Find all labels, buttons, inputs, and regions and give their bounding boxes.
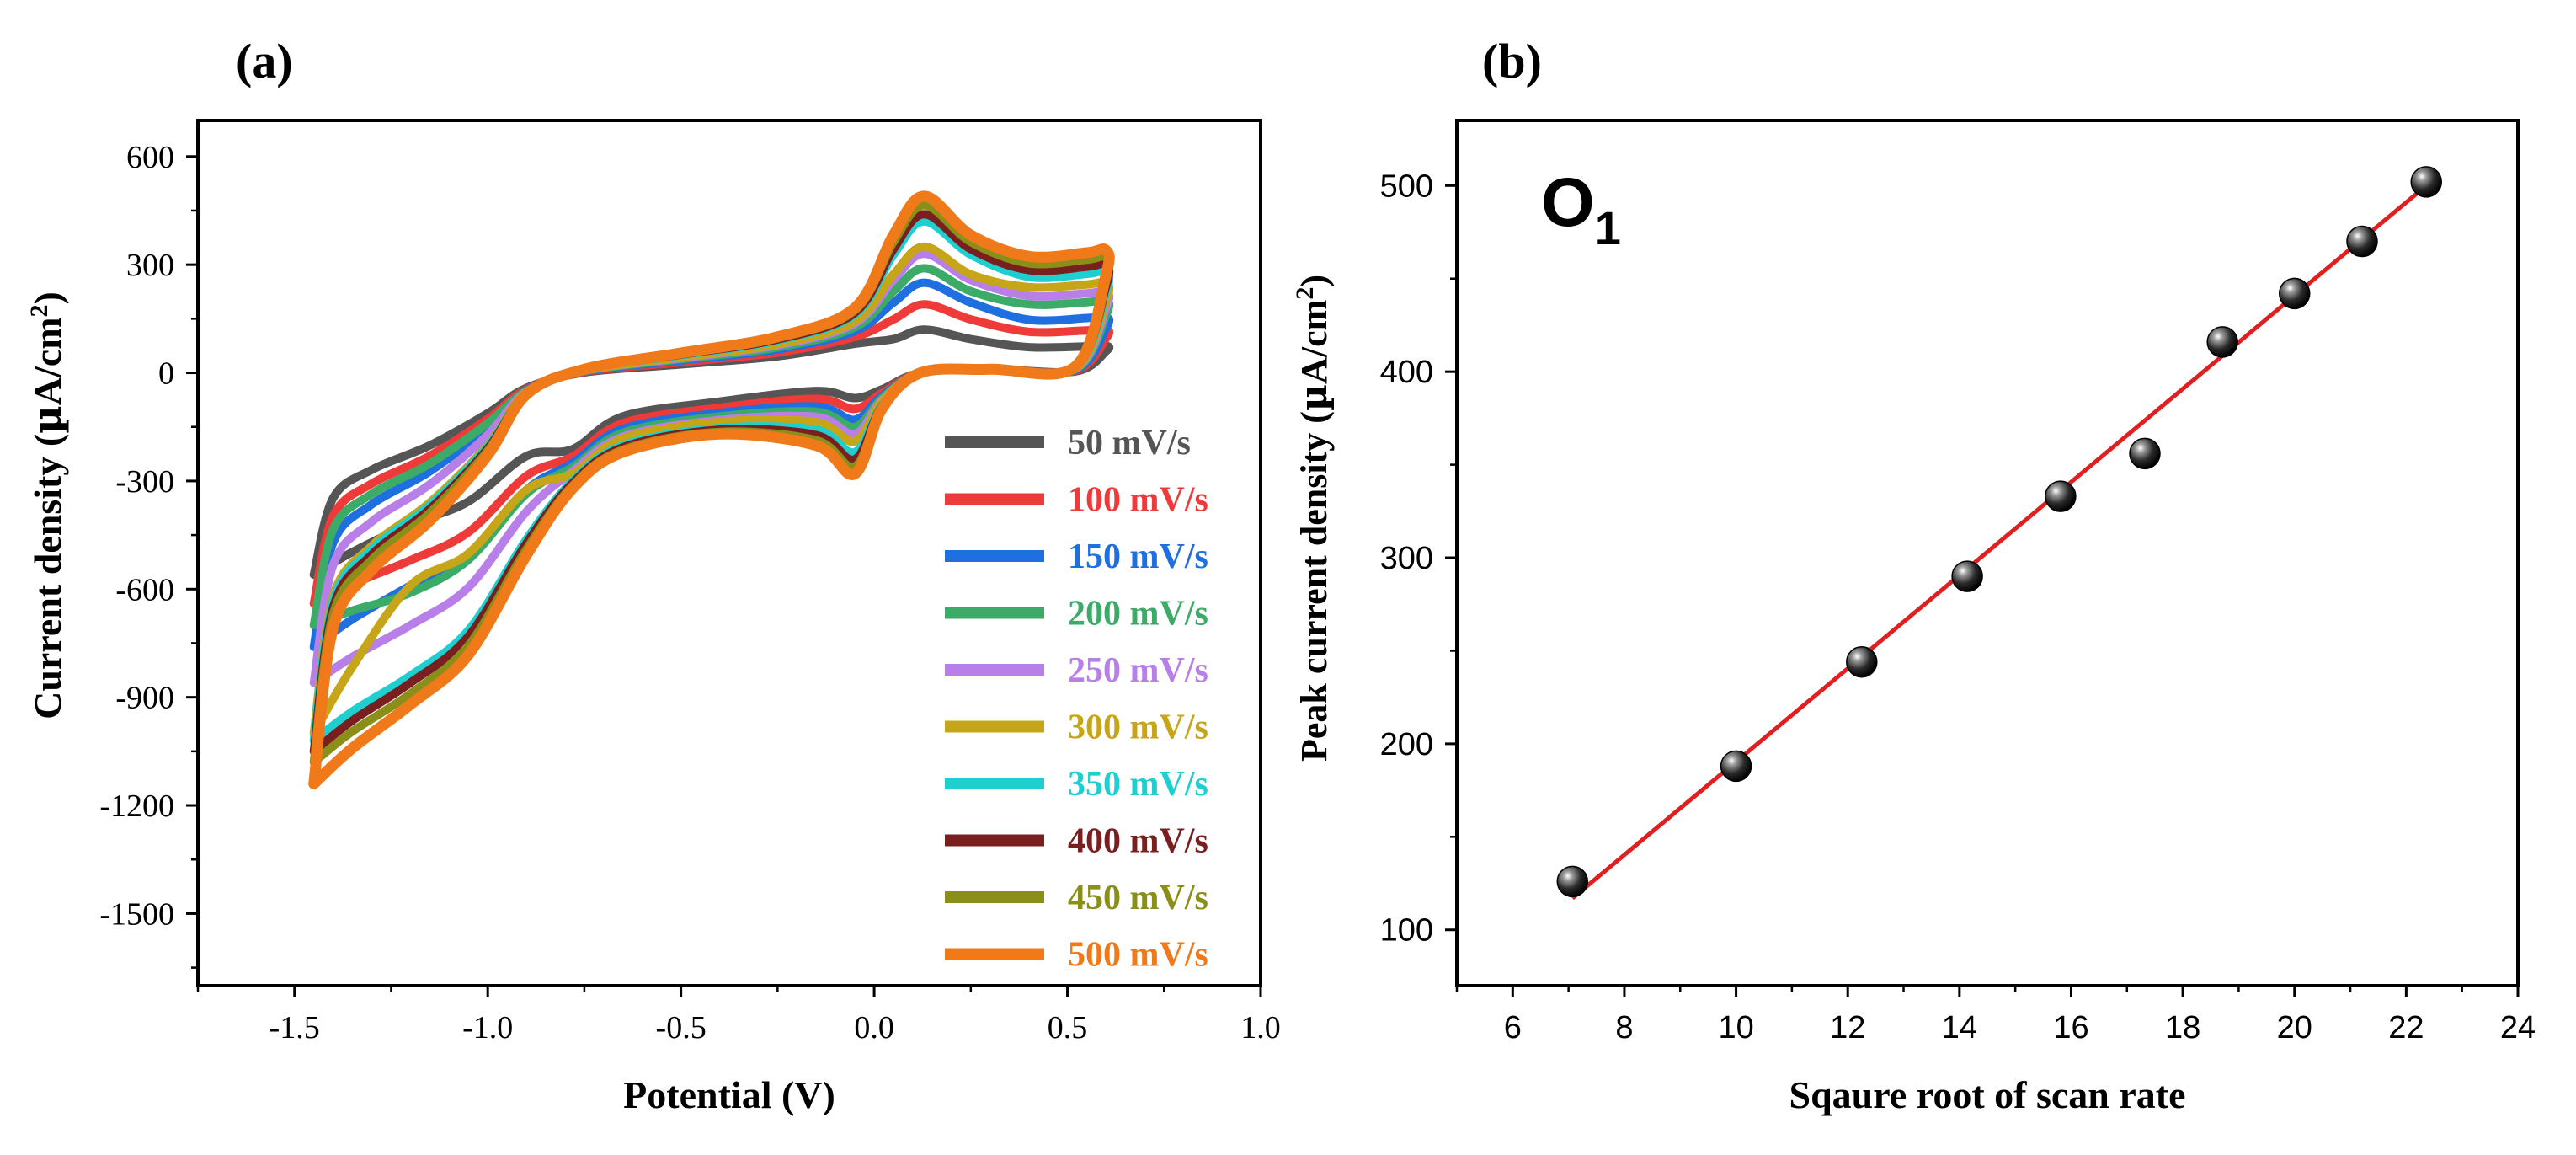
x-tick-label-b: 12 [1830,1010,1865,1045]
cv-curve-500-mV-s [308,190,1115,789]
x-tick-label-b: 22 [2388,1010,2424,1045]
annotation-o1: O1 [1541,164,1621,254]
y-tick-label-b: 400 [1380,355,1433,390]
data-point [2346,225,2378,258]
x-tick-label-b: 20 [2277,1010,2312,1045]
y-tick-label-b: 200 [1380,727,1433,762]
x-tick-label-b: 8 [1615,1010,1633,1045]
x-ticks-a: -1.5 -1.0 -0.5 0.0 0.5 1.0 [196,986,1281,1045]
x-tick-label-b: 14 [1942,1010,1977,1045]
x-tick-label-a: -1.0 [462,1010,513,1045]
x-tick-label-a: -1.5 [269,1010,320,1045]
legend-label: 350 mV/s [1068,765,1208,804]
y-tick-label-a: -300 [115,464,174,500]
data-points [1556,166,2442,898]
y-ticks-b: 100 200 300 400 500 [1380,168,1457,949]
data-point [2410,166,2442,198]
y-tick-label-a: 0 [158,356,174,392]
y-axis-label-b: Peak current density (µA/cm2) [1291,275,1336,762]
panel-a-chart: -1.5 -1.0 -0.5 0.0 0.5 1.0 600 300 0 -300 -600 -90… [24,119,1281,1116]
plot-frame-b [1455,119,2520,987]
y-tick-label-b: 100 [1380,913,1433,949]
x-tick-label-b: 6 [1504,1010,1522,1045]
data-point [1846,645,1878,678]
y-tick-label-a: -1200 [99,789,174,824]
panel-a-label: (a) [236,34,293,88]
data-point [1556,865,1589,898]
x-axis-label-a: Potential (V) [623,1073,835,1116]
data-point [1951,560,1983,592]
y-tick-label-b: 300 [1380,541,1433,576]
y-tick-label-a: -1500 [99,896,174,932]
legend: 50 mV/s 100 mV/s 150 mV/s 200 mV/s 250 mV/s 3… [945,424,1208,975]
x-tick-label-a: 0.0 [854,1010,894,1045]
y-tick-label-a: 600 [126,140,174,175]
legend-label: 200 mV/s [1068,595,1208,634]
data-point [2278,277,2311,310]
y-axis-label-a: Current density (µA/cm2) [24,291,70,719]
x-ticks-b: 6 8 10 12 14 16 18 20 22 24 [1455,986,2536,1045]
x-tick-label-b: 18 [2165,1010,2200,1045]
panel-b-chart: 6 8 10 12 14 16 18 20 22 24 100 200 300 400 500 O1 Sq… [1291,119,2536,1116]
x-axis-label-b: Sqaure root of scan rate [1789,1073,2185,1116]
x-tick-label-a: -0.5 [656,1010,707,1045]
x-tick-label-a: 0.5 [1048,1010,1088,1045]
cv-curves [308,190,1115,789]
legend-label: 250 mV/s [1068,651,1208,690]
x-tick-label-a: 1.0 [1240,1010,1281,1045]
legend-label: 300 mV/s [1068,709,1208,747]
legend-label: 450 mV/s [1068,879,1208,917]
legend-label: 50 mV/s [1068,424,1191,463]
legend-label: 500 mV/s [1068,936,1208,975]
x-tick-label-b: 24 [2500,1010,2536,1045]
y-tick-label-b: 500 [1380,168,1433,204]
data-point [2206,326,2238,358]
y-tick-label-a: 300 [126,248,174,283]
legend-label: 150 mV/s [1068,537,1208,576]
legend-label: 100 mV/s [1068,481,1208,520]
y-tick-label-a: -900 [115,681,174,716]
data-point [2129,437,2161,470]
data-point [1720,750,1752,783]
x-tick-label-b: 10 [1718,1010,1753,1045]
plot-frame-a [196,119,1262,987]
legend-label: 400 mV/s [1068,822,1208,861]
y-tick-label-a: -600 [115,572,174,607]
panel-b-label: (b) [1482,34,1542,88]
x-tick-label-b: 16 [2053,1010,2088,1045]
data-point [2045,480,2077,512]
y-ticks-a: 600 300 0 -300 -600 -900 -1200 -1500 [99,140,198,969]
